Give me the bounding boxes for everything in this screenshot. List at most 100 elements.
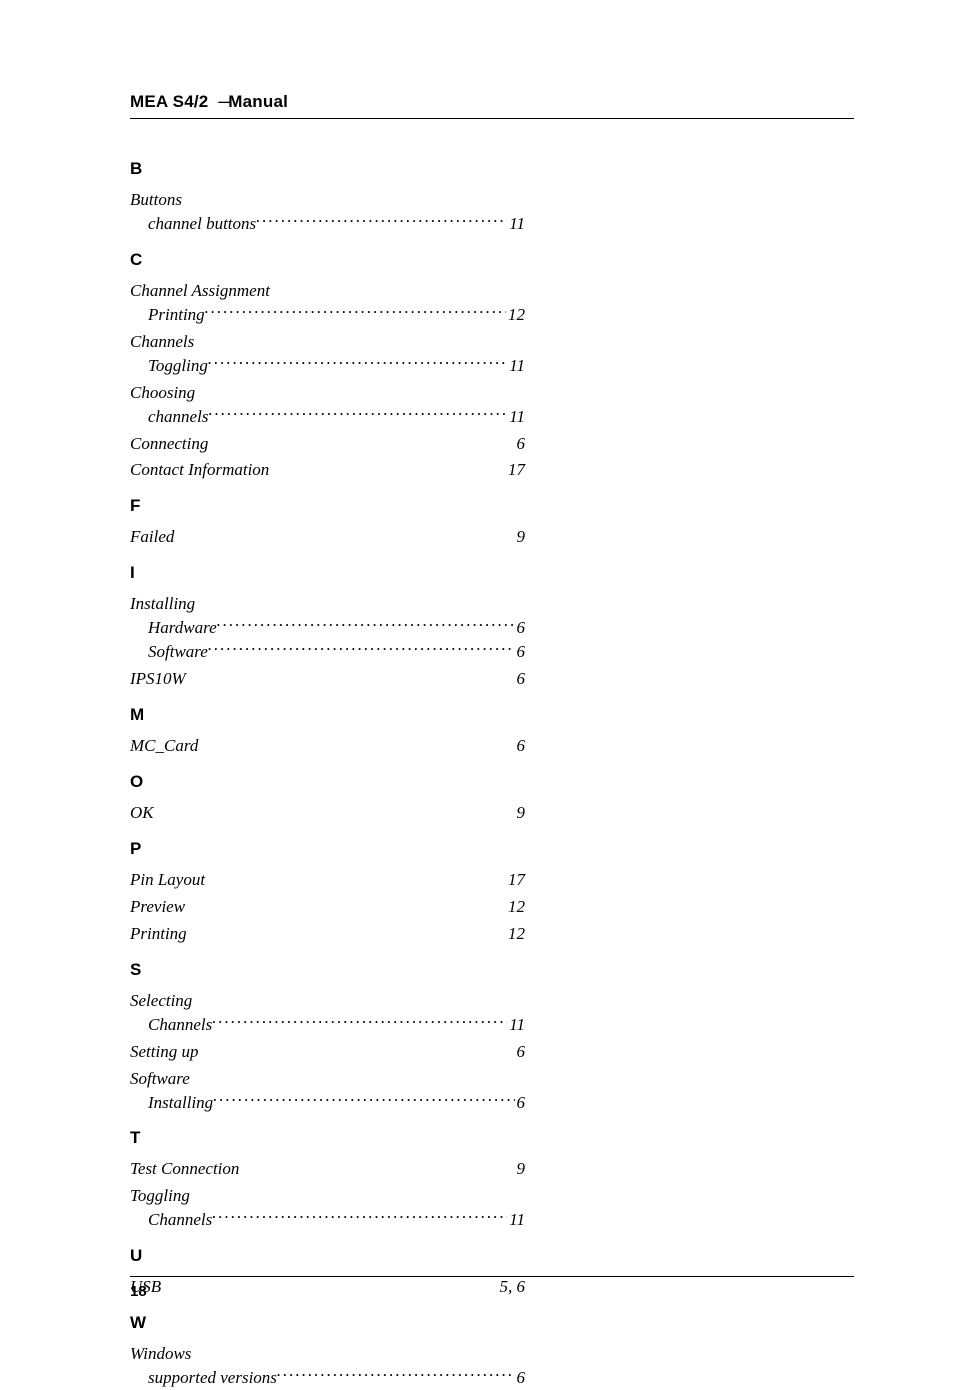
index-entry-label: Software — [130, 1068, 190, 1091]
index-entry-label: Channels — [148, 1209, 212, 1232]
index-entry-label: Channels — [148, 1014, 212, 1037]
index-entry-label: Hardware — [148, 617, 217, 640]
page: MEA S4/2- Manual B Buttonschannel buttons… — [0, 0, 954, 1350]
index-entry-page: 6 — [515, 735, 526, 758]
index-entry-page: 6 — [515, 1041, 526, 1064]
index-entry: Contact Information 17 — [130, 459, 525, 482]
index-entry: Test Connection 9 — [130, 1158, 525, 1181]
index-entry-label: channel buttons — [148, 213, 256, 236]
index-entry-label: channels — [148, 406, 208, 429]
header-product: MEA S4/2 — [130, 92, 208, 111]
leader-dots — [212, 1208, 507, 1225]
index-letter: T — [130, 1128, 525, 1148]
index-entry-label: Connecting — [130, 433, 208, 456]
index-entry-page: 11 — [507, 406, 525, 429]
index-entry-page: 11 — [507, 213, 525, 236]
footer: 18 — [130, 1276, 854, 1300]
header-title: Manual — [228, 92, 288, 111]
index-entry-label: Setting up — [130, 1041, 198, 1064]
index-entry-label: Failed — [130, 526, 174, 549]
index-entry-page: 9 — [515, 1158, 526, 1181]
index-entry-page: 11 — [507, 1209, 525, 1232]
index-entry: Connecting 6 — [130, 433, 525, 456]
leader-dots — [205, 303, 506, 320]
index-entry: Choosingchannels 11 — [130, 382, 525, 429]
index-entry: IPS10W 6 — [130, 668, 525, 691]
index-entry-page: 9 — [515, 526, 526, 549]
index-entry: Printing 12 — [130, 923, 525, 946]
index-letter: B — [130, 159, 525, 179]
index-entry: Channel AssignmentPrinting 12 — [130, 280, 525, 327]
index-entry-label: Preview — [130, 896, 185, 919]
index-entry-page: 12 — [506, 923, 525, 946]
index-letter: P — [130, 839, 525, 859]
index: B Buttonschannel buttons 11 C Channel Assign… — [130, 159, 525, 1390]
index-entry-label: IPS10W — [130, 668, 186, 691]
index-entry: Buttonschannel buttons 11 — [130, 189, 525, 236]
index-letter: W — [130, 1313, 525, 1333]
index-letter: C — [130, 250, 525, 270]
index-entry-page: 11 — [507, 1014, 525, 1037]
index-entry-label: Printing — [148, 304, 205, 327]
index-entry-label: MC_Card — [130, 735, 198, 758]
index-letter: M — [130, 705, 525, 725]
index-entry-label: Printing — [130, 923, 187, 946]
index-entry-page: 6 — [515, 641, 526, 664]
index-entry: OK 9 — [130, 802, 525, 825]
index-letter: S — [130, 960, 525, 980]
leader-dots — [277, 1366, 515, 1383]
index-entry-page: 6 — [515, 433, 526, 456]
index-entry-label: Channels — [130, 331, 194, 354]
index-entry-page: 17 — [506, 459, 525, 482]
index-entry-label: Toggling — [130, 1185, 190, 1208]
index-entry-page: 11 — [507, 355, 525, 378]
leader-dots — [208, 640, 515, 657]
leader-dots — [208, 354, 507, 371]
index-entry-page: 12 — [506, 304, 525, 327]
index-entry: Setting up 6 — [130, 1041, 525, 1064]
index-entry: Windowssupported versions 6 — [130, 1343, 525, 1390]
index-entry: Preview 12 — [130, 896, 525, 919]
index-entry: SoftwareInstalling 6 — [130, 1068, 525, 1115]
index-entry-page: 6 — [515, 617, 526, 640]
index-entry-page: 17 — [506, 869, 525, 892]
leader-dots — [213, 1091, 514, 1108]
index-entry-label: Buttons — [130, 189, 182, 212]
index-entry-label: Choosing — [130, 382, 195, 405]
index-letter: U — [130, 1246, 525, 1266]
header-dash: - — [216, 92, 234, 112]
index-entry-label: OK — [130, 802, 154, 825]
leader-dots — [212, 1013, 507, 1030]
leader-dots — [217, 616, 515, 633]
index-entry: TogglingChannels 11 — [130, 1185, 525, 1232]
index-entry: Pin Layout 17 — [130, 869, 525, 892]
index-entry-page: 9 — [515, 802, 526, 825]
index-entry-label: Toggling — [148, 355, 208, 378]
leader-dots — [208, 405, 507, 422]
index-letter: O — [130, 772, 525, 792]
index-entry: InstallingHardware 6 Software 6 — [130, 593, 525, 664]
index-entry-label: Channel Assignment — [130, 280, 270, 303]
index-entry-page: 12 — [506, 896, 525, 919]
index-entry-label: Pin Layout — [130, 869, 205, 892]
index-entry: ChannelsToggling 11 — [130, 331, 525, 378]
index-entry-label: Windows — [130, 1343, 191, 1366]
index-entry-page: 6 — [515, 1367, 526, 1390]
index-entry-label: Software — [148, 641, 208, 664]
index-entry-label: Installing — [130, 593, 195, 616]
header: MEA S4/2- Manual — [130, 92, 854, 119]
index-entry: MC_Card 6 — [130, 735, 525, 758]
index-letter: F — [130, 496, 525, 516]
index-entry: SelectingChannels 11 — [130, 990, 525, 1037]
leader-dots — [256, 212, 507, 229]
index-entry-label: Installing — [148, 1092, 213, 1115]
page-number: 18 — [130, 1283, 147, 1300]
index-letter: I — [130, 563, 525, 583]
index-entry-label: Selecting — [130, 990, 192, 1013]
index-entry-label: Test Connection — [130, 1158, 239, 1181]
index-entry-page: 6 — [515, 1092, 526, 1115]
index-entry-label: supported versions — [148, 1367, 277, 1390]
index-entry-label: Contact Information — [130, 459, 269, 482]
index-entry: Failed 9 — [130, 526, 525, 549]
index-entry-page: 6 — [515, 668, 526, 691]
